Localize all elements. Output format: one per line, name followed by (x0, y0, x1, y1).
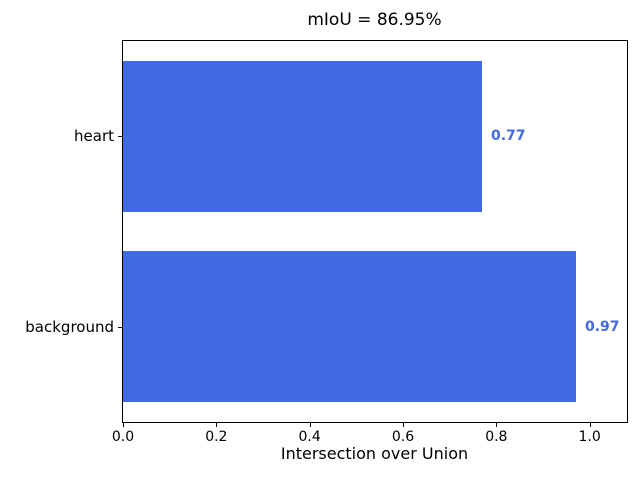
bar-value-label: 0.97 (585, 318, 620, 335)
y-tick (118, 327, 122, 328)
x-tick-label: 0.8 (485, 429, 508, 445)
x-tick (309, 423, 311, 427)
x-tick (215, 423, 217, 427)
chart-title: mIoU = 86.95% (307, 10, 442, 30)
y-tick (118, 136, 122, 137)
plot-area: 0.77 heart 0.97 background 0.0 0.2 0.4 0.6 0.8 1.… (25, 40, 628, 445)
x-tick (122, 423, 124, 427)
x-tick-label: 1.0 (578, 429, 601, 445)
x-tick (589, 423, 591, 427)
x-tick-label: 0.2 (205, 429, 228, 445)
x-tick (402, 423, 404, 427)
x-axis-label: Intersection over Union (280, 444, 469, 463)
x-tick-label: 0.0 (111, 429, 135, 445)
x-tick (495, 423, 497, 427)
bar-background (123, 251, 576, 402)
category-label-heart: heart (74, 127, 114, 146)
x-tick-label: 0.6 (391, 429, 415, 445)
bar-value-label: 0.77 (491, 128, 526, 145)
x-tick-label: 0.4 (298, 429, 321, 445)
bar-heart (123, 61, 482, 212)
category-label-background: background (25, 317, 114, 336)
